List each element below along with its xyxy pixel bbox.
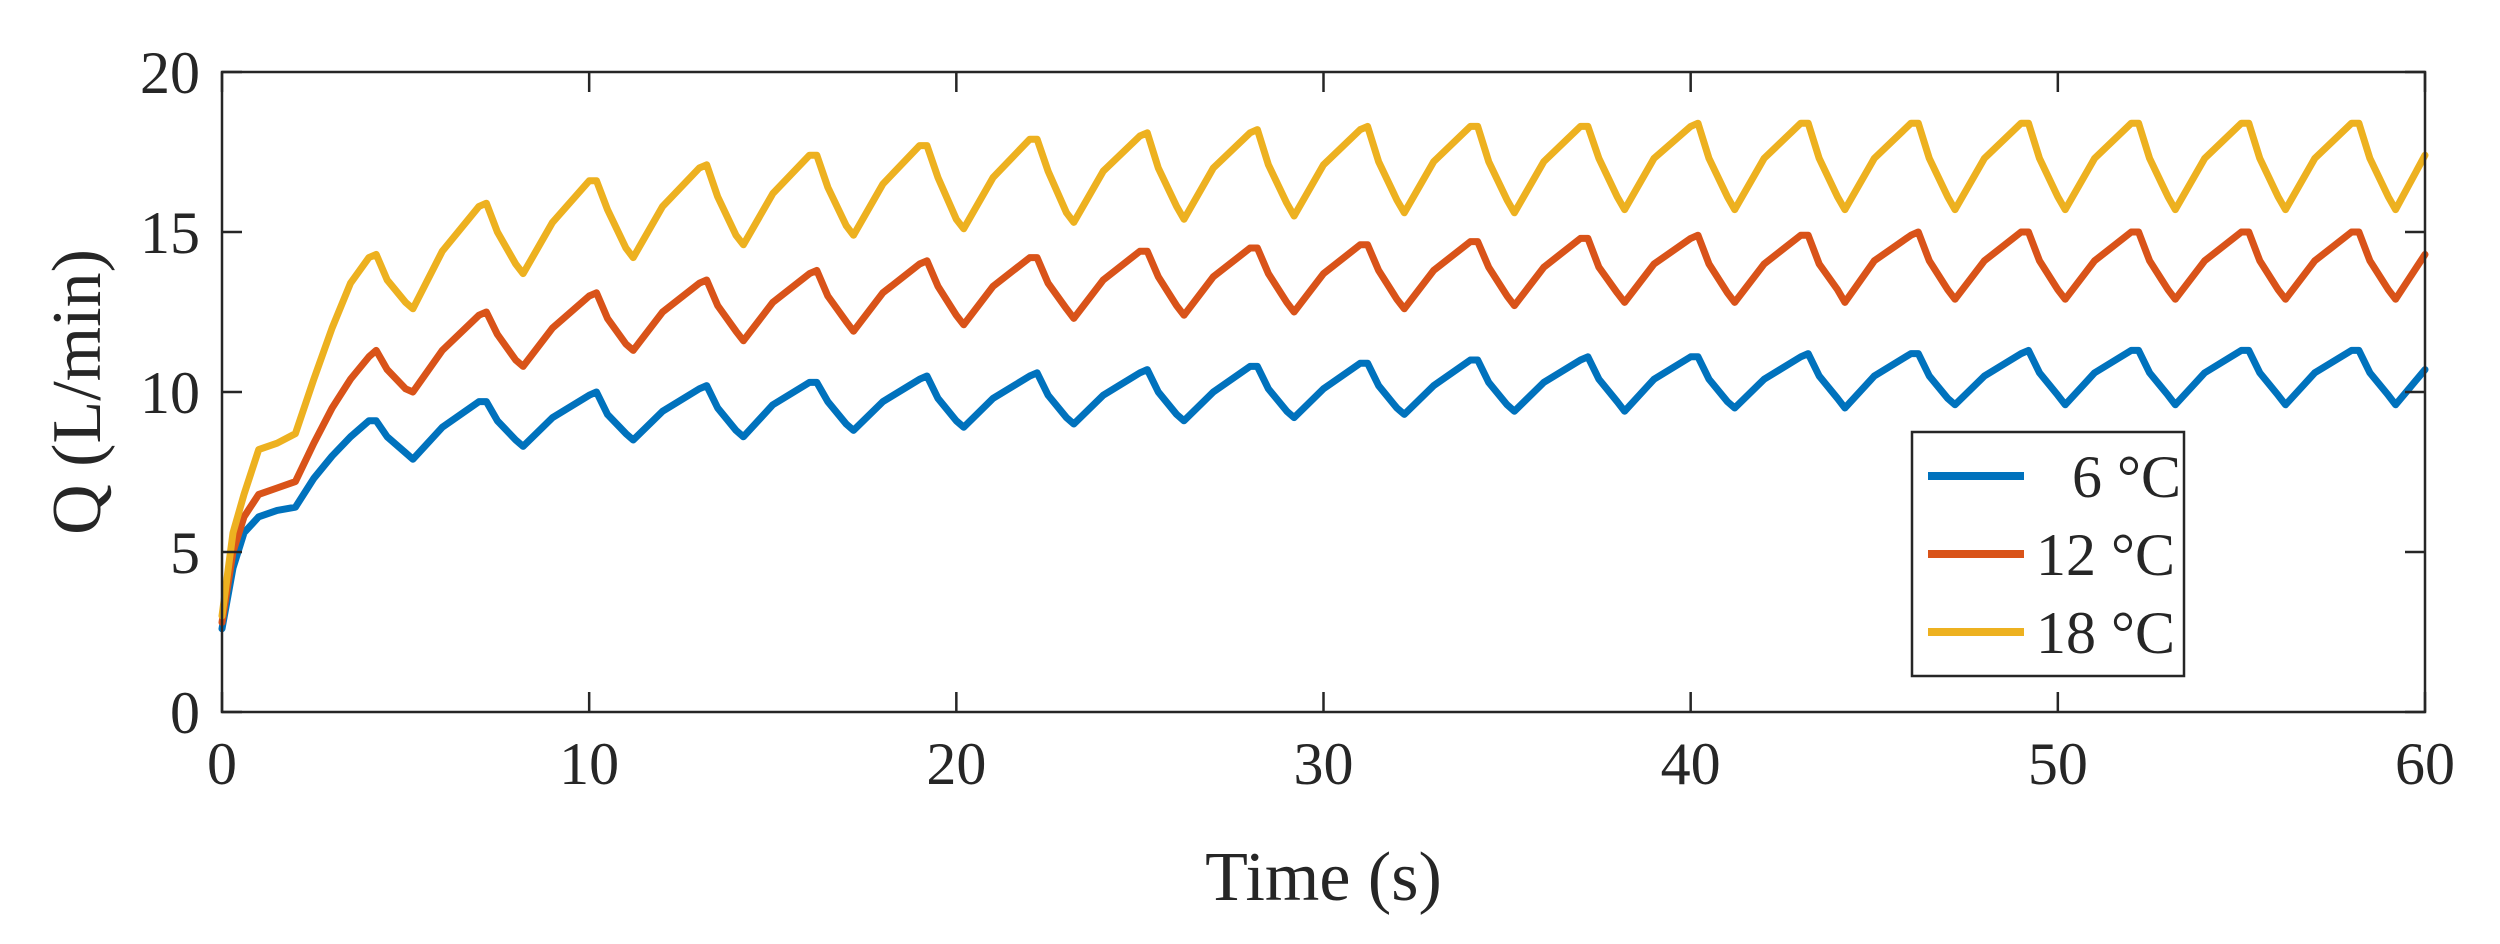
ticks-group: 0 10 20 30 40 50 60 0 5 10 15 20: [140, 40, 2455, 797]
x-tick-label: 60: [2395, 731, 2455, 797]
x-tick-label: 0: [207, 731, 237, 797]
x-tick-label: 30: [1294, 731, 1354, 797]
legend-label-12c: 12 °C: [2036, 522, 2175, 588]
series-group: [218, 119, 2429, 633]
legend: 6 °C 12 °C 18 °C: [1910, 430, 2186, 678]
series-line-18c: [218, 119, 2429, 620]
y-axis-label: Q (L/min): [39, 249, 116, 535]
y-tick-label: 5: [170, 520, 200, 586]
x-tick-label: 40: [1661, 731, 1721, 797]
legend-label-18c: 18 °C: [2036, 600, 2175, 666]
x-tick-label: 50: [2028, 731, 2088, 797]
series-line-6c: [218, 346, 2429, 633]
y-tick-label: 0: [170, 680, 200, 746]
x-tick-label: 10: [559, 731, 619, 797]
y-tick-label: 10: [140, 360, 200, 426]
x-axis-label: Time (s): [1205, 839, 1442, 916]
x-tick-label: 20: [926, 731, 986, 797]
series-line-12c: [218, 228, 2429, 626]
y-tick-label: 15: [140, 200, 200, 266]
y-tick-label: 20: [140, 40, 200, 106]
legend-label-6c: 6 °C: [2072, 444, 2181, 510]
